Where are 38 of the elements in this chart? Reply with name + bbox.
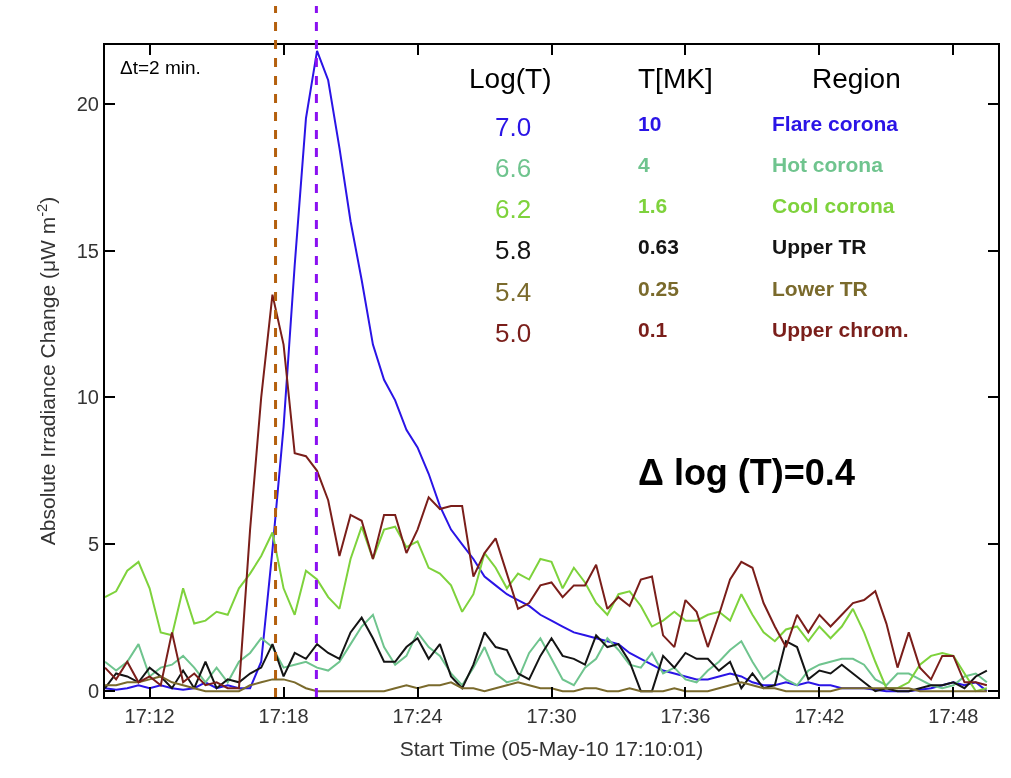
text: 5.8	[495, 235, 532, 265]
annotation: 0.1	[638, 318, 668, 341]
annotation: Cool corona	[772, 194, 895, 217]
text: 5.4	[495, 277, 532, 307]
text: 5.0	[495, 318, 532, 348]
x-tick-label: 17:24	[392, 705, 443, 727]
annotation: Lower TR	[772, 277, 868, 300]
y-tick-label: 5	[87, 533, 99, 556]
annotation: 0.25	[638, 277, 680, 300]
x-tick-label: 17:42	[794, 705, 845, 727]
annotation: 1.6	[638, 194, 668, 217]
x-tick-label: 17:12	[124, 705, 175, 727]
annotation: T[MK]	[638, 63, 713, 94]
annotation: Region	[812, 63, 901, 94]
annotation: Δ log (T)=0.4	[638, 452, 855, 493]
y-tick-label: 10	[76, 386, 99, 409]
annotation: Upper chrom.	[772, 318, 909, 341]
y-tick-label: 0	[87, 680, 99, 703]
x-axis-title: Start Time (05-May-10 17:10:01)	[399, 736, 704, 760]
annotation: Hot corona	[772, 153, 884, 176]
annotation: Flare corona	[772, 112, 899, 135]
annotation: 4	[638, 153, 650, 176]
legend-title: Log(T)	[469, 63, 552, 94]
x-tick-label: 17:30	[526, 705, 577, 727]
x-tick-label: 17:36	[660, 705, 711, 727]
line-series	[105, 525, 988, 693]
annotation: Upper TR	[772, 235, 867, 258]
text: 7.0	[495, 112, 532, 142]
x-tick-label: 17:18	[258, 705, 309, 727]
annotation: 10	[638, 112, 662, 135]
x-tick-label: 17:48	[928, 705, 979, 727]
y-tick-label: 20	[76, 92, 99, 115]
text: 6.2	[495, 194, 532, 224]
text: 6.6	[495, 153, 532, 183]
annotation: 0.63	[638, 235, 679, 258]
y-tick-label: 15	[76, 239, 99, 262]
line-series	[105, 675, 988, 693]
annotation: Δt=2 min.	[120, 57, 201, 78]
